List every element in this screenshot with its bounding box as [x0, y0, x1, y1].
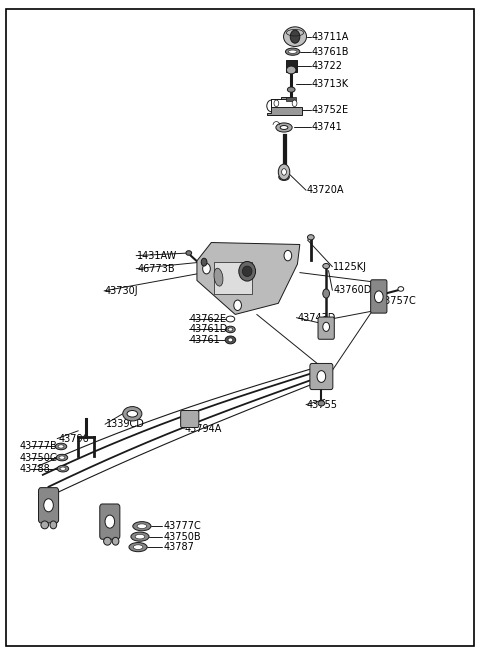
Ellipse shape: [214, 268, 223, 286]
Ellipse shape: [112, 537, 119, 545]
Circle shape: [274, 100, 279, 107]
Ellipse shape: [226, 326, 235, 333]
Ellipse shape: [104, 537, 111, 545]
Text: 43711A: 43711A: [312, 31, 349, 42]
Text: 1339CD: 1339CD: [106, 419, 145, 429]
Text: 1125KJ: 1125KJ: [333, 262, 367, 272]
Ellipse shape: [280, 126, 288, 130]
Ellipse shape: [133, 545, 143, 550]
Ellipse shape: [284, 27, 307, 47]
Circle shape: [317, 371, 325, 383]
Text: 43741: 43741: [312, 122, 343, 132]
Circle shape: [374, 291, 383, 303]
Ellipse shape: [228, 338, 233, 342]
Circle shape: [234, 300, 241, 310]
Text: 43752E: 43752E: [312, 105, 349, 115]
Ellipse shape: [225, 336, 236, 344]
Text: 43796: 43796: [58, 434, 89, 443]
Polygon shape: [197, 242, 300, 314]
Text: 43730J: 43730J: [105, 286, 139, 296]
Polygon shape: [267, 97, 302, 115]
Text: 1431AW: 1431AW: [137, 251, 177, 261]
Text: 46773B: 46773B: [137, 264, 175, 274]
Bar: [214, 262, 252, 293]
Ellipse shape: [228, 328, 233, 331]
Ellipse shape: [58, 445, 64, 448]
Ellipse shape: [123, 407, 142, 421]
Ellipse shape: [133, 521, 151, 531]
Circle shape: [282, 169, 287, 175]
Text: 43760D: 43760D: [333, 285, 372, 295]
Ellipse shape: [308, 234, 314, 240]
Circle shape: [44, 498, 53, 512]
FancyBboxPatch shape: [100, 504, 120, 539]
Text: 43757C: 43757C: [379, 296, 417, 307]
Ellipse shape: [59, 456, 65, 459]
Text: 43777C: 43777C: [163, 521, 201, 531]
Ellipse shape: [60, 467, 66, 470]
Polygon shape: [287, 98, 296, 101]
FancyBboxPatch shape: [371, 280, 387, 313]
Ellipse shape: [127, 411, 138, 417]
Text: 43761B: 43761B: [312, 47, 349, 57]
Text: 43713K: 43713K: [312, 79, 349, 89]
Ellipse shape: [318, 401, 324, 406]
Text: 43787: 43787: [163, 542, 194, 552]
Ellipse shape: [323, 263, 329, 269]
FancyBboxPatch shape: [180, 411, 199, 428]
Circle shape: [203, 263, 210, 274]
Ellipse shape: [288, 50, 297, 53]
Ellipse shape: [50, 521, 57, 529]
Ellipse shape: [279, 174, 289, 180]
Circle shape: [290, 30, 300, 43]
Bar: [287, 60, 297, 72]
Text: 43762E: 43762E: [190, 314, 227, 324]
Ellipse shape: [239, 261, 255, 281]
Text: 43720A: 43720A: [307, 185, 345, 195]
Ellipse shape: [286, 48, 300, 55]
Circle shape: [323, 322, 329, 331]
Ellipse shape: [398, 287, 404, 291]
Ellipse shape: [276, 123, 292, 132]
Text: 43750G: 43750G: [20, 453, 58, 462]
FancyBboxPatch shape: [318, 317, 334, 339]
Text: 43722: 43722: [312, 61, 343, 71]
Ellipse shape: [287, 66, 296, 74]
Ellipse shape: [56, 455, 68, 461]
Ellipse shape: [135, 534, 145, 539]
Ellipse shape: [288, 87, 295, 92]
Text: 43750B: 43750B: [163, 532, 201, 542]
Text: 43743D: 43743D: [298, 312, 336, 323]
Text: 43794A: 43794A: [185, 424, 222, 434]
Text: 43761: 43761: [190, 335, 220, 345]
Ellipse shape: [131, 532, 149, 541]
FancyBboxPatch shape: [310, 364, 333, 390]
Circle shape: [292, 100, 297, 107]
Circle shape: [278, 164, 290, 179]
Circle shape: [284, 250, 292, 261]
Ellipse shape: [137, 524, 147, 529]
Circle shape: [105, 515, 115, 528]
Text: 43777B: 43777B: [20, 441, 58, 451]
Ellipse shape: [57, 466, 69, 472]
Ellipse shape: [186, 251, 192, 255]
Ellipse shape: [242, 266, 252, 276]
FancyBboxPatch shape: [38, 487, 59, 523]
Text: 43788: 43788: [20, 464, 50, 474]
Text: 43761D: 43761D: [190, 324, 228, 335]
Circle shape: [201, 258, 207, 266]
Ellipse shape: [55, 443, 67, 450]
Text: 43755: 43755: [307, 400, 338, 409]
Circle shape: [323, 289, 329, 298]
Ellipse shape: [41, 521, 48, 529]
Ellipse shape: [129, 542, 147, 552]
